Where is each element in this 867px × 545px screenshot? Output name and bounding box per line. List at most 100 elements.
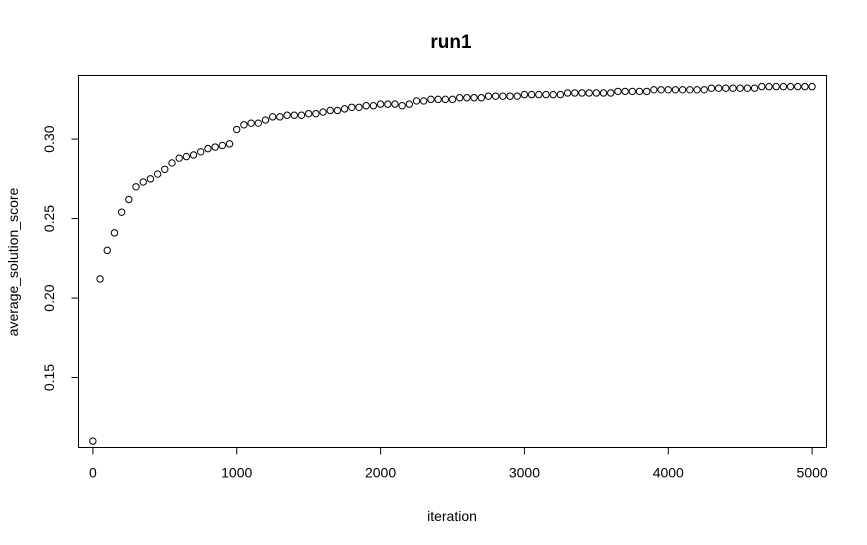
data-point bbox=[671, 86, 680, 94]
data-point bbox=[362, 102, 370, 110]
data-point bbox=[499, 92, 507, 100]
data-point bbox=[254, 119, 263, 127]
data-point bbox=[455, 94, 464, 102]
y-axis-label: average_solution_score bbox=[5, 187, 21, 336]
data-point bbox=[693, 86, 701, 94]
data-point bbox=[319, 108, 327, 116]
data-point bbox=[268, 113, 277, 121]
data-point bbox=[103, 246, 111, 255]
data-point bbox=[448, 95, 457, 104]
data-point bbox=[182, 152, 191, 161]
data-point bbox=[563, 89, 572, 97]
data-point bbox=[801, 82, 809, 91]
y-tick-label: 0.25 bbox=[41, 205, 57, 232]
data-point bbox=[477, 94, 485, 102]
data-point bbox=[333, 106, 342, 115]
y-tick-label: 0.15 bbox=[41, 364, 57, 391]
data-point bbox=[369, 102, 378, 110]
data-point bbox=[355, 103, 363, 111]
data-point bbox=[722, 84, 730, 92]
data-points bbox=[89, 82, 816, 445]
data-point bbox=[153, 170, 162, 178]
data-point bbox=[520, 90, 529, 99]
data-point bbox=[491, 92, 500, 100]
data-point bbox=[304, 109, 313, 118]
data-point bbox=[664, 86, 672, 94]
data-point bbox=[247, 119, 255, 127]
data-point bbox=[398, 102, 406, 110]
y-tick-label: 0.30 bbox=[41, 125, 57, 152]
data-point bbox=[211, 143, 219, 151]
data-point bbox=[765, 82, 773, 91]
x-axis: 0 1000 2000 3000 4000 5000 bbox=[89, 447, 828, 481]
data-point bbox=[340, 105, 349, 113]
data-point bbox=[736, 84, 744, 92]
data-point bbox=[513, 92, 521, 100]
data-point bbox=[707, 84, 716, 92]
data-point bbox=[506, 92, 514, 100]
data-point bbox=[585, 89, 593, 97]
data-point bbox=[657, 86, 665, 94]
x-axis-label: iteration bbox=[427, 508, 477, 524]
data-point bbox=[146, 175, 155, 183]
x-tick-label: 2000 bbox=[365, 465, 396, 481]
data-point bbox=[794, 82, 802, 91]
data-point bbox=[750, 84, 759, 92]
data-point bbox=[714, 84, 723, 92]
data-point bbox=[312, 109, 320, 118]
data-point bbox=[470, 94, 478, 102]
data-point bbox=[261, 116, 270, 124]
data-point bbox=[642, 87, 651, 96]
data-point bbox=[161, 165, 169, 173]
data-point bbox=[599, 89, 608, 97]
data-point bbox=[678, 86, 687, 94]
data-point bbox=[607, 89, 615, 97]
data-point bbox=[441, 95, 450, 104]
data-point bbox=[240, 121, 248, 129]
data-point bbox=[808, 82, 816, 91]
data-point bbox=[635, 87, 644, 96]
data-point bbox=[628, 87, 637, 96]
data-point bbox=[96, 275, 104, 283]
plot-frame bbox=[78, 75, 827, 448]
data-point bbox=[427, 95, 435, 104]
data-point bbox=[168, 159, 176, 167]
data-point bbox=[233, 125, 241, 134]
x-tick-label: 4000 bbox=[653, 465, 684, 481]
data-point bbox=[218, 141, 227, 150]
data-point bbox=[484, 92, 493, 100]
data-point bbox=[535, 90, 543, 99]
data-point bbox=[276, 113, 284, 121]
data-point bbox=[592, 89, 601, 97]
data-point bbox=[614, 87, 622, 96]
data-point bbox=[527, 90, 536, 99]
data-point bbox=[204, 144, 212, 153]
data-point bbox=[578, 89, 586, 97]
data-point bbox=[139, 178, 147, 186]
data-point bbox=[175, 154, 183, 162]
data-point bbox=[786, 82, 795, 91]
data-point bbox=[283, 111, 291, 119]
data-point bbox=[225, 140, 234, 148]
data-point bbox=[117, 208, 126, 216]
data-point bbox=[297, 111, 306, 119]
data-point bbox=[405, 100, 414, 108]
data-point bbox=[542, 90, 550, 99]
data-point bbox=[197, 148, 205, 156]
data-point bbox=[384, 100, 392, 108]
data-point bbox=[571, 89, 579, 97]
data-point bbox=[290, 111, 298, 119]
data-point bbox=[729, 84, 737, 92]
chart-title: run1 bbox=[430, 32, 472, 53]
data-point bbox=[758, 82, 766, 91]
x-tick-label: 3000 bbox=[509, 465, 540, 481]
x-tick-label: 1000 bbox=[221, 465, 252, 481]
data-point bbox=[189, 151, 198, 159]
data-point bbox=[700, 86, 708, 94]
data-point bbox=[779, 82, 788, 91]
data-point bbox=[650, 86, 658, 94]
data-point bbox=[132, 183, 140, 191]
x-tick-label: 5000 bbox=[797, 465, 828, 481]
data-point bbox=[463, 94, 471, 102]
